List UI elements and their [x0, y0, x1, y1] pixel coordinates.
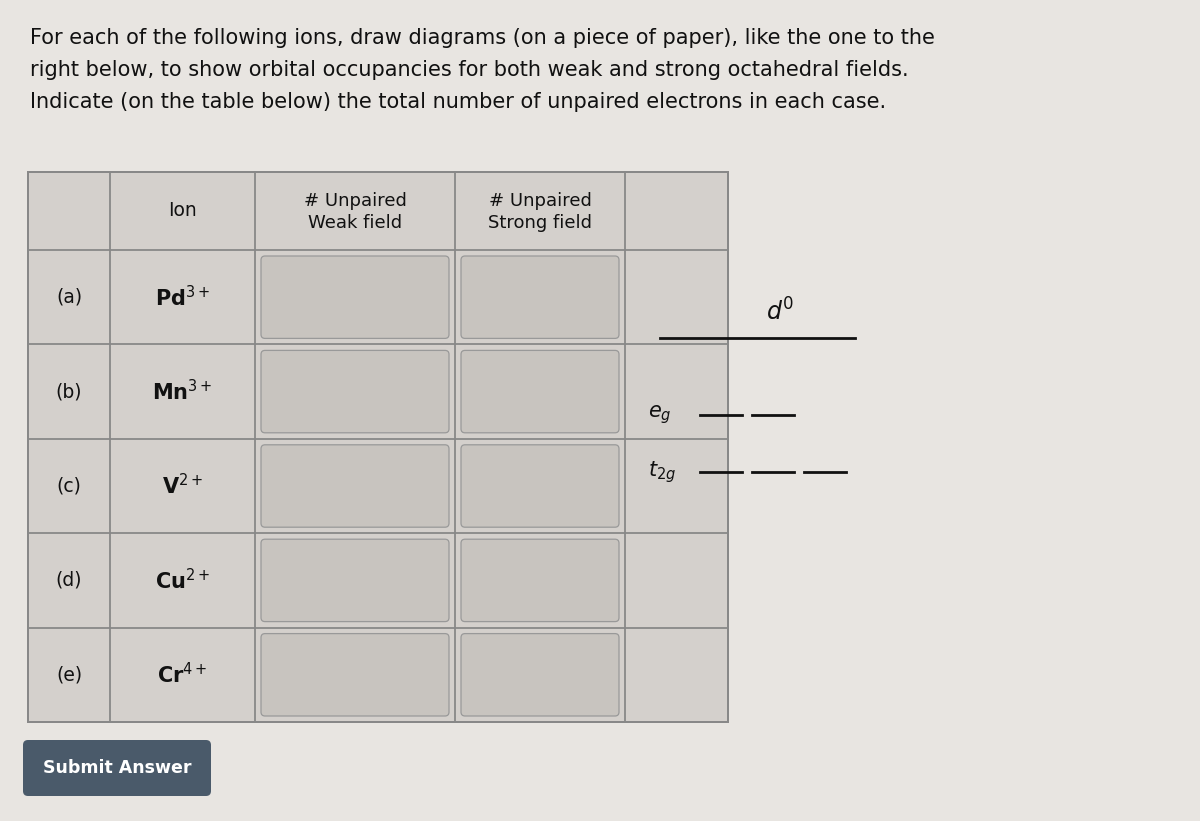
- FancyBboxPatch shape: [461, 445, 619, 527]
- Text: Pd$^{3+}$: Pd$^{3+}$: [155, 285, 210, 310]
- Text: Ion: Ion: [168, 201, 197, 221]
- Text: right below, to show orbital occupancies for both weak and strong octahedral fie: right below, to show orbital occupancies…: [30, 60, 908, 80]
- Text: # Unpaired: # Unpaired: [488, 192, 592, 210]
- Text: (a): (a): [56, 287, 82, 307]
- Text: V$^{2+}$: V$^{2+}$: [162, 474, 203, 498]
- FancyBboxPatch shape: [262, 445, 449, 527]
- Text: # Unpaired: # Unpaired: [304, 192, 407, 210]
- Text: For each of the following ions, draw diagrams (on a piece of paper), like the on: For each of the following ions, draw dia…: [30, 28, 935, 48]
- FancyBboxPatch shape: [262, 351, 449, 433]
- FancyBboxPatch shape: [23, 740, 211, 796]
- Text: (e): (e): [56, 665, 82, 684]
- Text: (d): (d): [55, 571, 83, 590]
- Text: Mn$^{3+}$: Mn$^{3+}$: [152, 379, 212, 404]
- Text: $d^{0}$: $d^{0}$: [766, 299, 794, 326]
- Text: (c): (c): [56, 476, 82, 496]
- Text: Cu$^{2+}$: Cu$^{2+}$: [155, 568, 210, 593]
- Text: $t_{2g}$: $t_{2g}$: [648, 459, 677, 485]
- Text: Submit Answer: Submit Answer: [43, 759, 191, 777]
- Text: Cr$^{4+}$: Cr$^{4+}$: [157, 663, 208, 687]
- FancyBboxPatch shape: [262, 634, 449, 716]
- FancyBboxPatch shape: [461, 539, 619, 621]
- Text: $e_g$: $e_g$: [648, 404, 672, 426]
- Bar: [28, 172, 728, 722]
- Text: Weak field: Weak field: [308, 214, 402, 232]
- FancyBboxPatch shape: [461, 351, 619, 433]
- FancyBboxPatch shape: [461, 256, 619, 338]
- FancyBboxPatch shape: [262, 539, 449, 621]
- Text: (b): (b): [55, 382, 83, 401]
- Text: Indicate (on the table below) the total number of unpaired electrons in each cas: Indicate (on the table below) the total …: [30, 92, 886, 112]
- FancyBboxPatch shape: [262, 256, 449, 338]
- FancyBboxPatch shape: [461, 634, 619, 716]
- Text: Strong field: Strong field: [488, 214, 592, 232]
